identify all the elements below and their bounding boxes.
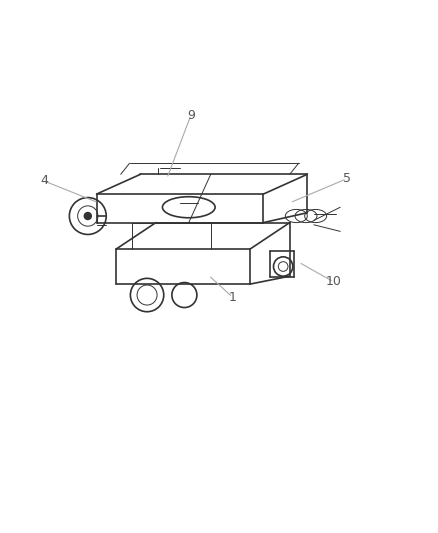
Text: 4: 4 (40, 174, 48, 188)
Text: 10: 10 (325, 276, 341, 288)
Circle shape (84, 213, 91, 220)
Text: 5: 5 (342, 172, 350, 185)
Text: 9: 9 (187, 109, 194, 122)
Text: 1: 1 (228, 290, 236, 304)
